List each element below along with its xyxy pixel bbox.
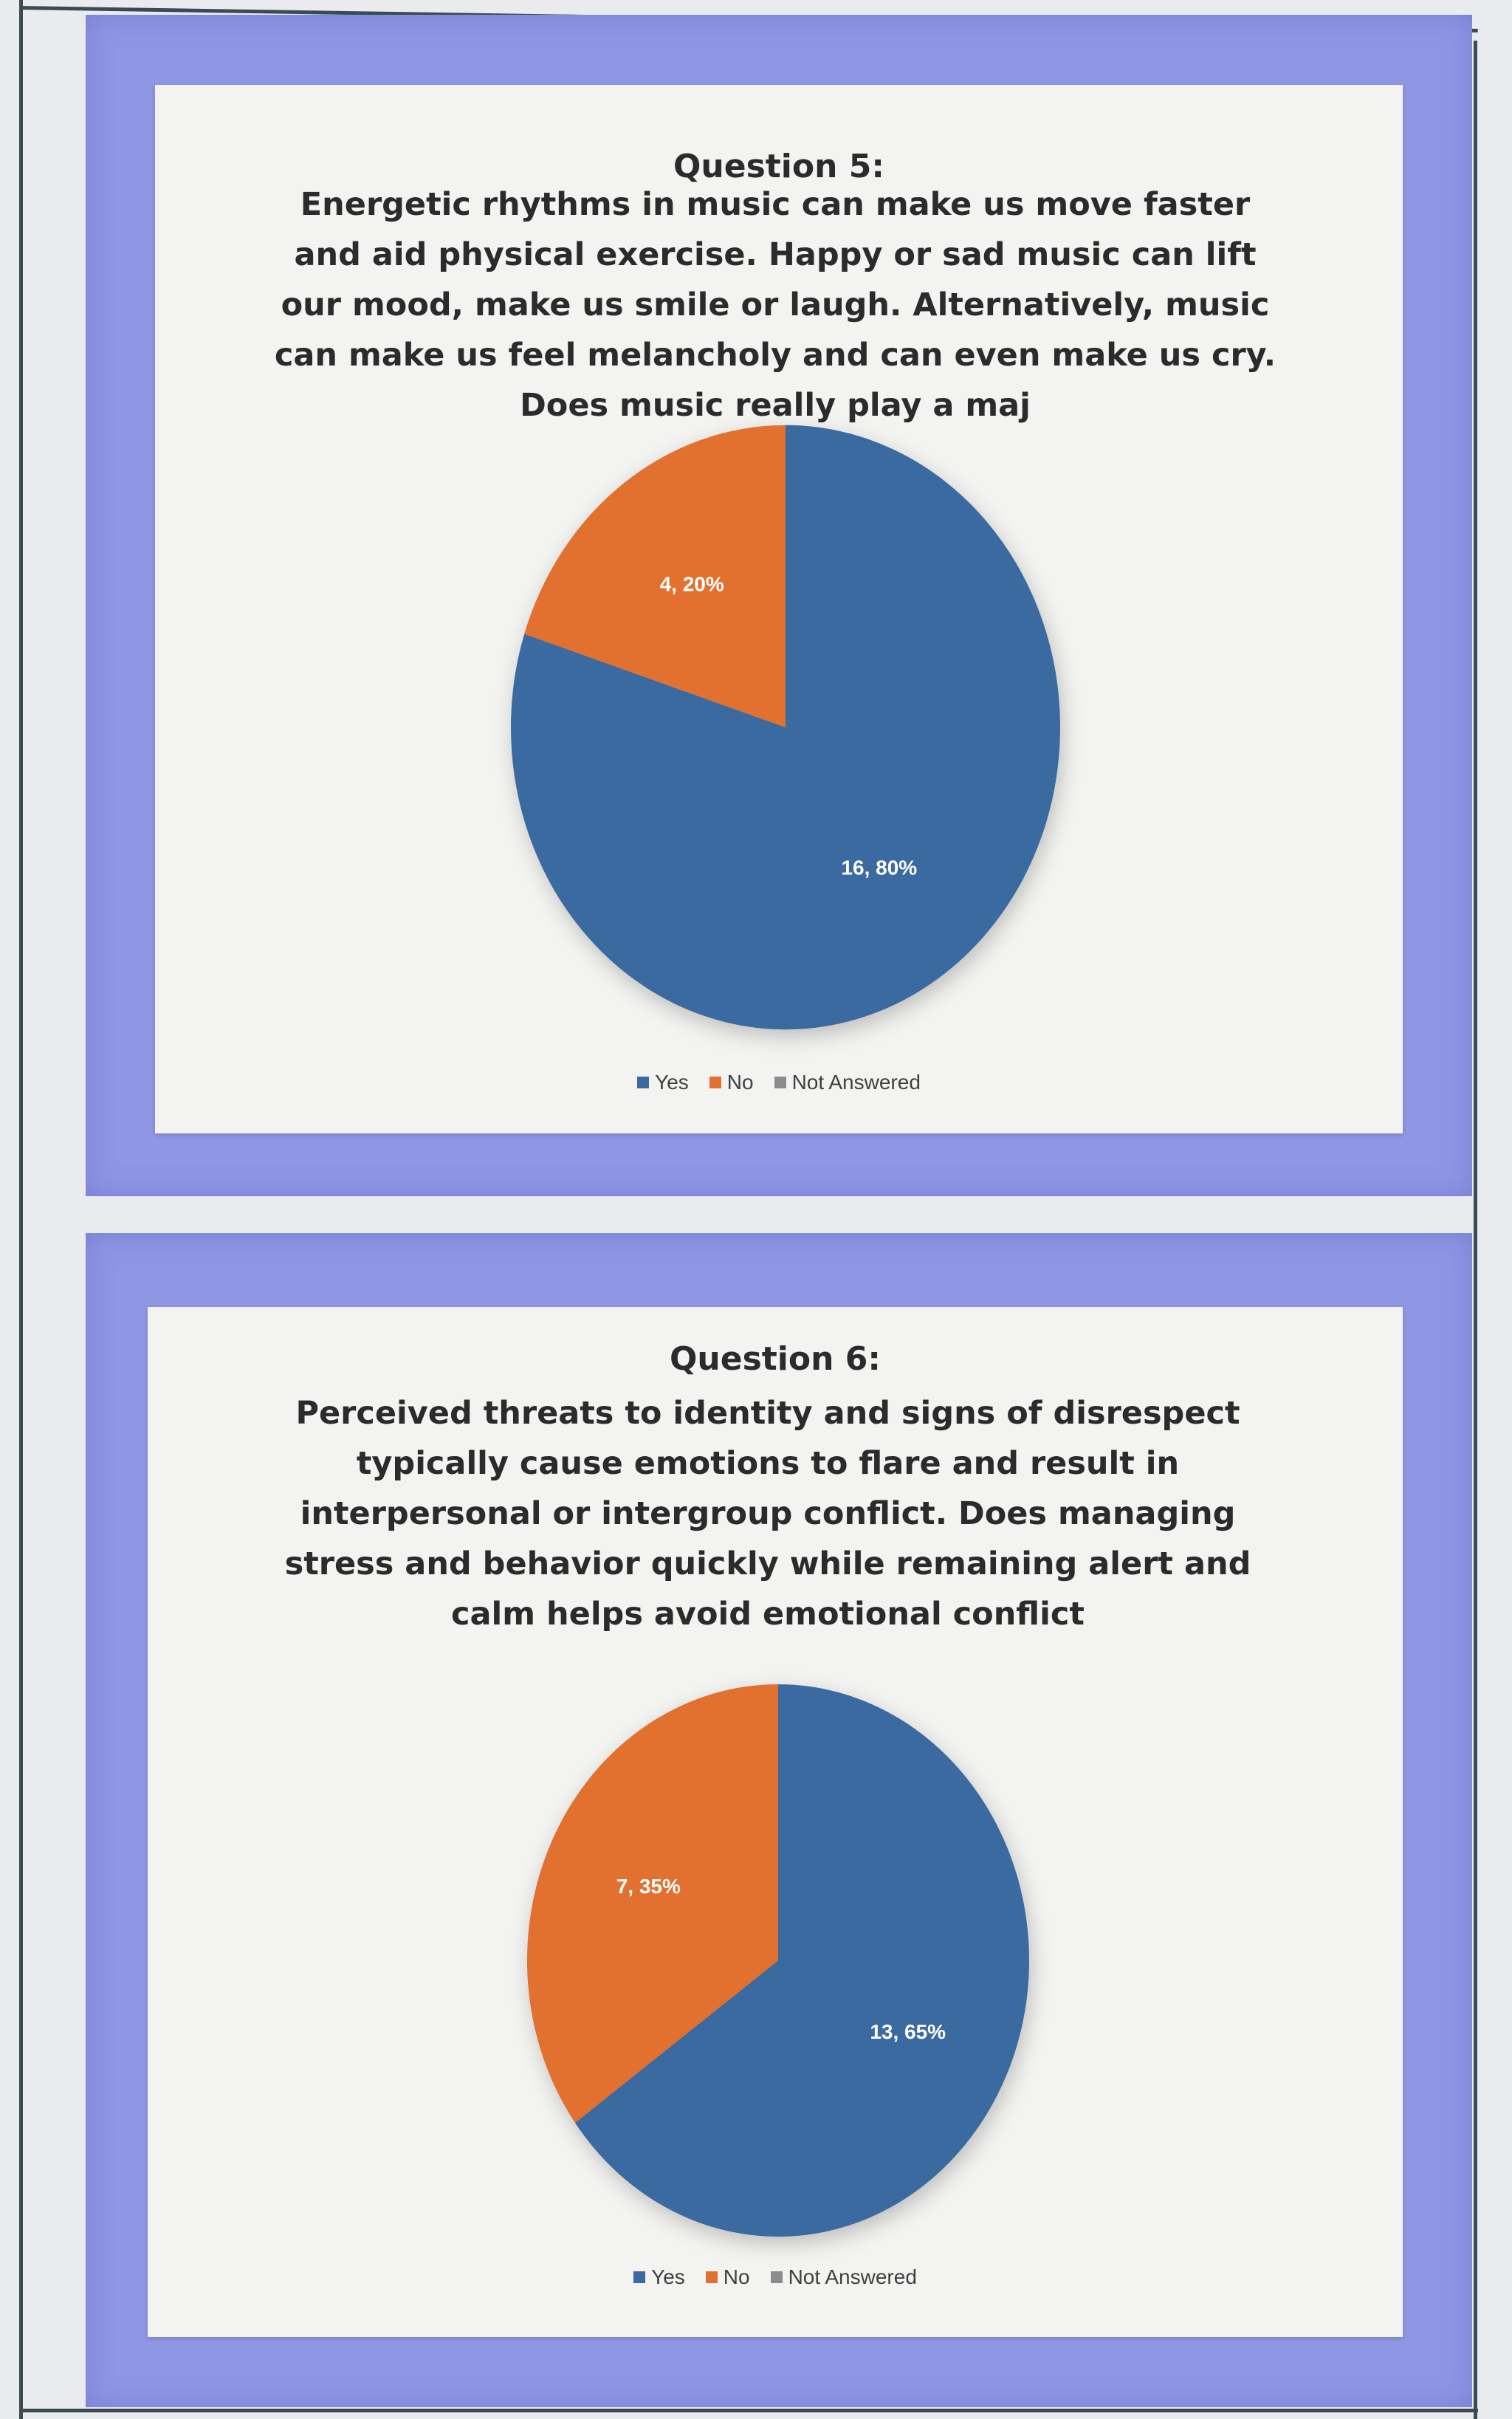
legend-item-yes: Yes — [637, 1071, 689, 1094]
pie-slice-no — [527, 1684, 778, 2123]
binder-border-left — [19, 0, 23, 2419]
chart-panel-q6: Question 6: Perceived threats to identit… — [148, 1307, 1403, 2337]
pie-slice-no — [524, 425, 786, 727]
pie-data-label: 16, 80% — [841, 856, 917, 879]
legend-item-no: No — [705, 2265, 750, 2289]
legend-swatch-no — [709, 1077, 721, 1088]
chart-title: Question 5: — [673, 148, 884, 185]
pie-chart: 13, 65% 7, 35% — [527, 1684, 1032, 2244]
legend-swatch-no — [705, 2271, 718, 2283]
legend-swatch-yes — [633, 2271, 646, 2283]
chart-legend: Yes No Not Answered — [148, 2265, 1403, 2289]
pie-chart: 16, 80% 4, 20% — [511, 425, 1063, 1037]
legend-item-yes: Yes — [633, 2265, 685, 2289]
legend-label: Not Answered — [791, 1071, 921, 1094]
legend-label: Yes — [655, 1071, 689, 1094]
binder-border-right — [1474, 41, 1477, 2419]
pie-slice-yes — [574, 1684, 1029, 2237]
pie-data-label: 4, 20% — [660, 572, 724, 595]
chart-title: Question 6: — [670, 1340, 881, 1378]
pie-data-label: 13, 65% — [870, 2020, 946, 2043]
chart-legend: Yes No Not Answered — [155, 1071, 1403, 1094]
legend-label: No — [723, 2265, 750, 2288]
legend-swatch-yes — [637, 1077, 650, 1088]
legend-item-not-answered: Not Answered — [770, 2265, 917, 2289]
legend-item-no: No — [709, 1071, 754, 1094]
legend-swatch-not-answered — [770, 2271, 783, 2283]
legend-label: Yes — [651, 2265, 685, 2288]
pie-data-label: 7, 35% — [616, 1875, 681, 1898]
legend-label: No — [726, 1071, 754, 1094]
chart-question-text: Perceived threats to identity and signs … — [284, 1395, 1251, 1633]
chart-question-text: Energetic rhythms in music can make us m… — [274, 186, 1276, 424]
chart-panel-q5: Question 5: Energetic rhythms in music c… — [155, 85, 1403, 1133]
legend-item-not-answered: Not Answered — [774, 1071, 921, 1094]
legend-swatch-not-answered — [774, 1077, 786, 1088]
legend-label: Not Answered — [788, 2265, 917, 2288]
binder-border-bottom — [19, 2409, 1478, 2412]
